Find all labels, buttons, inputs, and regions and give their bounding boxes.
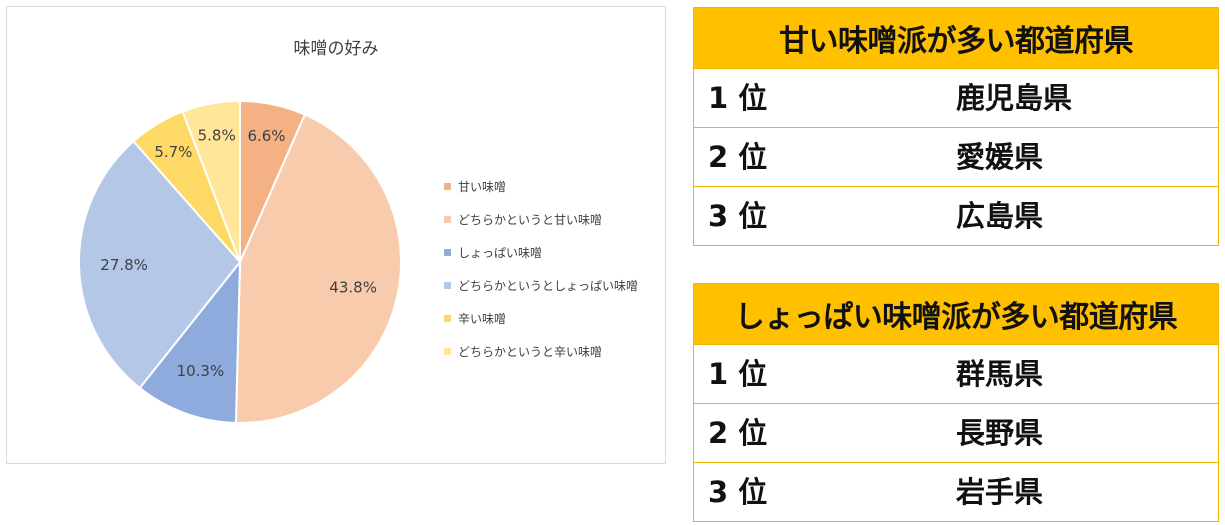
rank-position: 2 位	[708, 140, 768, 174]
sweet-miso-table: 甘い味噌派が多い都道府県 1 位 鹿児島県 2 位 愛媛県 3 位 広島県	[693, 7, 1219, 246]
legend-swatch	[444, 183, 451, 190]
salty-miso-table: しょっぱい味噌派が多い都道府県 1 位 群馬県 2 位 長野県 3 位 岩手県	[693, 283, 1219, 522]
legend-label: どちらかというとしょっぱい味噌	[458, 279, 639, 293]
slice-data-label: 5.8%	[198, 126, 236, 144]
salty-table-title: しょっぱい味噌派が多い都道府県	[694, 284, 1218, 344]
legend-item: どちらかというと甘い味噌	[444, 203, 638, 236]
table-row: 1 位 群馬県	[694, 344, 1218, 403]
legend-item: どちらかというとしょっぱい味噌	[444, 269, 638, 302]
slice-data-label: 6.6%	[247, 127, 285, 145]
slice-data-label: 27.8%	[100, 256, 148, 274]
pie-slice	[181, 99, 241, 263]
rank-position: 1 位	[708, 357, 768, 391]
legend-label: どちらかというと辛い味噌	[458, 345, 603, 359]
sweet-table-title: 甘い味噌派が多い都道府県	[694, 8, 1218, 68]
chart-title: 味噌の好み	[293, 39, 379, 59]
legend-item: 甘い味噌	[444, 170, 638, 203]
prefecture-name: 群馬県	[956, 357, 1044, 391]
legend-label: 甘い味噌	[458, 180, 507, 194]
legend-swatch	[444, 348, 451, 355]
table-row: 3 位 岩手県	[694, 462, 1218, 521]
legend-item: どちらかというと辛い味噌	[444, 335, 638, 368]
table-row: 2 位 愛媛県	[694, 127, 1218, 186]
prefecture-name: 岩手県	[956, 475, 1044, 509]
legend-swatch	[444, 315, 451, 322]
slice-data-label: 5.7%	[154, 143, 192, 161]
slice-data-label: 43.8%	[329, 278, 377, 296]
rank-position: 3 位	[708, 199, 768, 233]
rank-position: 1 位	[708, 81, 768, 115]
rank-position: 2 位	[708, 416, 768, 450]
legend-item: しょっぱい味噌	[444, 236, 638, 269]
slice-data-label: 10.3%	[177, 362, 225, 380]
pie-slice	[78, 139, 242, 390]
prefecture-name: 長野県	[956, 416, 1044, 450]
legend-item: 辛い味噌	[444, 302, 638, 335]
legend-swatch	[444, 282, 451, 289]
pie-chart: 6.6% 43.8% 10.3% 27.8% 5.7% 5.8%	[78, 99, 402, 424]
legend-label: どちらかというと甘い味噌	[458, 213, 603, 227]
legend-swatch	[444, 216, 451, 223]
prefecture-name: 広島県	[956, 199, 1044, 233]
legend-label: しょっぱい味噌	[458, 246, 543, 260]
prefecture-name: 愛媛県	[956, 140, 1044, 174]
table-row: 3 位 広島県	[694, 186, 1218, 245]
rank-position: 3 位	[708, 475, 768, 509]
pie-slice	[234, 113, 402, 424]
pie-slice	[138, 259, 242, 424]
table-row: 1 位 鹿児島県	[694, 68, 1218, 127]
chart-legend: 甘い味噌どちらかというと甘い味噌 しょっぱい味噌どちらかというとしょっぱい味噌 辛い…	[444, 170, 638, 368]
chart-panel: 味噌の好み 6.6% 43.8% 10.3% 27.8% 5.7% 5.8% 甘い味噌どち…	[6, 6, 666, 464]
table-row: 2 位 長野県	[694, 403, 1218, 462]
prefecture-name: 鹿児島県	[956, 81, 1073, 115]
legend-swatch	[444, 249, 451, 256]
legend-label: 辛い味噌	[458, 312, 507, 326]
